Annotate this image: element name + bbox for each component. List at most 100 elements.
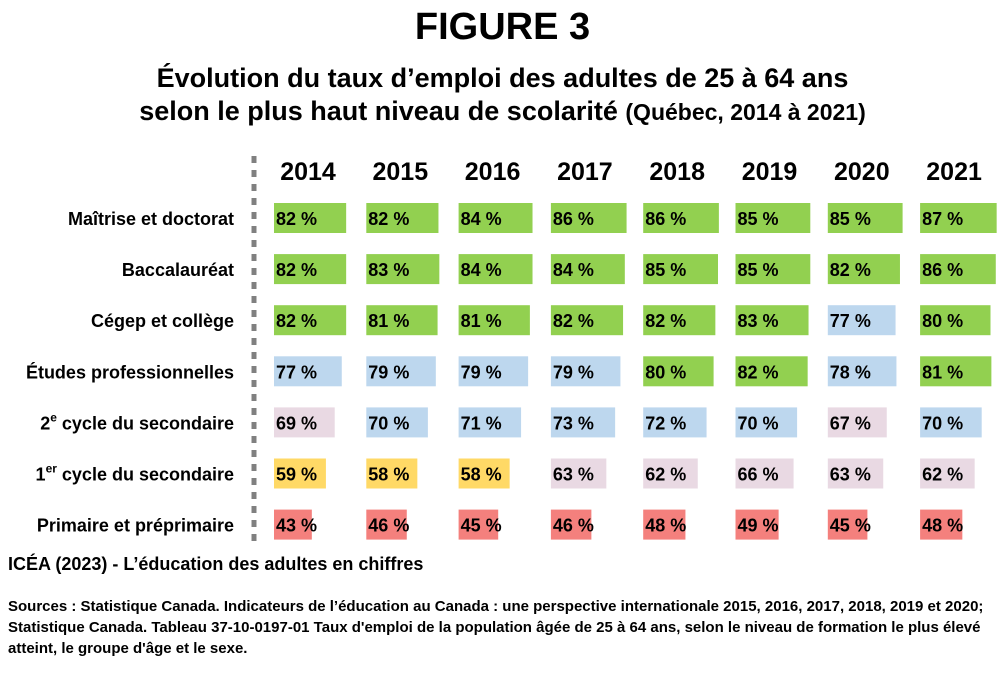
row-label-text: Primaire et préprimaire [37,516,234,536]
row-label-rest: cycle du secondaire [57,465,234,485]
value-bar [827,305,896,336]
year-header: 2021 [926,158,982,186]
value-label: 63 % [553,465,594,485]
value-bar [920,458,975,489]
value-label: 63 % [830,465,871,485]
title-line-2: selon le plus haut niveau de scolarité (… [0,95,1005,129]
value-bar [827,407,887,438]
row-label: Maîtrise et doctorat [68,209,234,229]
value-label: 85 % [738,260,779,280]
row-label: Cégep et collège [91,311,234,331]
value-label: 43 % [276,516,317,536]
chart-title: Évolution du taux d’emploi des adultes d… [0,62,1005,129]
title-line-2-main: selon le plus haut niveau de scolarité [139,96,618,126]
value-label: 83 % [738,311,779,331]
year-header: 2018 [649,158,705,186]
value-label: 86 % [645,209,686,229]
year-header: 2015 [372,158,428,186]
value-bar [550,254,625,285]
value-bar [735,254,811,285]
value-bar [735,509,779,540]
value-bar [643,407,707,438]
year-header: 2014 [280,158,336,186]
value-label: 70 % [368,413,409,433]
value-bar [735,407,798,438]
value-label: 82 % [276,311,317,331]
value-label: 59 % [276,465,317,485]
value-label: 82 % [645,311,686,331]
value-bar [827,509,868,540]
value-label: 82 % [276,209,317,229]
row-label: 2e cycle du secondaire [40,410,234,433]
value-label: 48 % [645,516,686,536]
value-bar [366,254,440,285]
value-label: 84 % [461,209,502,229]
value-label: 49 % [738,516,779,536]
value-label: 72 % [645,413,686,433]
value-label: 62 % [922,465,963,485]
value-label: 81 % [922,362,963,382]
value-label: 46 % [553,516,594,536]
row-label-text: Cégep et collège [91,311,234,331]
row-label-text: Baccalauréat [122,260,234,280]
value-label: 80 % [645,362,686,382]
year-header: 2020 [834,158,890,186]
value-label: 86 % [553,209,594,229]
value-bar [274,458,326,489]
figure-label: FIGURE 3 [414,6,591,48]
row-label-superscript: e [50,410,57,424]
value-bar [550,305,624,336]
value-bar [643,509,686,540]
value-bar [458,203,533,233]
value-label: 82 % [738,362,779,382]
value-label: 85 % [830,209,871,229]
value-bar [274,305,347,336]
value-label: 77 % [276,362,317,382]
value-bar [920,305,991,336]
value-bar [274,407,335,438]
value-bar [366,509,407,540]
value-bar [550,356,621,387]
value-label: 80 % [922,311,963,331]
value-bar [735,356,808,387]
value-label: 81 % [368,311,409,331]
value-label: 86 % [922,260,963,280]
row-label-rest: cycle du secondaire [57,413,234,433]
row-label-superscript: er [46,462,58,476]
value-label: 48 % [922,516,963,536]
value-label: 79 % [553,362,594,382]
value-label: 83 % [368,260,409,280]
row-label: Primaire et préprimaire [37,516,234,536]
value-label: 85 % [645,260,686,280]
year-header: 2017 [557,158,613,186]
row-label-text: Études professionnelles [26,361,234,382]
row-label: Études professionnelles [26,361,234,382]
value-bar [458,356,529,387]
value-bar [550,458,607,489]
value-bar [643,458,698,489]
value-label: 69 % [276,413,317,433]
value-bar [735,203,811,233]
value-bar [735,305,809,336]
value-bar [643,305,716,336]
sources-note: Sources : Statistique Canada. Indicateur… [8,598,984,657]
value-bar [274,356,342,387]
value-bar [920,509,963,540]
value-bar [827,203,903,233]
value-bar [550,509,592,540]
value-label: 78 % [830,362,871,382]
value-label: 58 % [368,465,409,485]
row-label: Baccalauréat [122,260,234,280]
value-bar [458,509,499,540]
value-label: 79 % [368,362,409,382]
value-bar [827,356,897,387]
value-bar [920,356,992,387]
value-label: 82 % [276,260,317,280]
value-bar [458,458,510,489]
year-header: 2016 [465,158,521,186]
row-label-text: Maîtrise et doctorat [68,209,234,229]
value-label: 46 % [368,516,409,536]
value-bar [643,254,718,285]
value-label: 58 % [461,465,502,485]
value-bar [550,203,627,233]
